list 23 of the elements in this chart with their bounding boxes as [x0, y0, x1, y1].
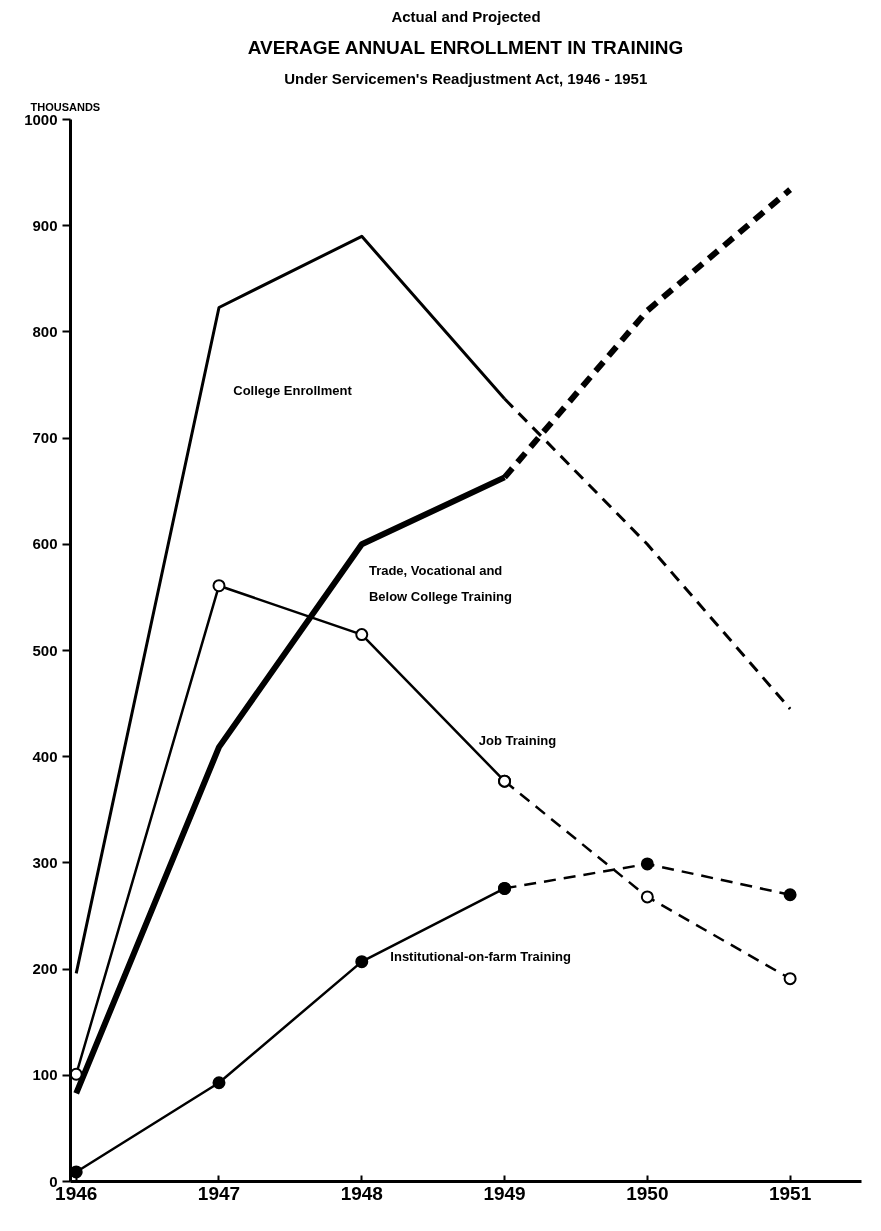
x-tick-label: 1951: [768, 1182, 812, 1204]
y-tick-label: 800: [32, 322, 58, 340]
chart-subtitle: Under Servicemen's Readjustment Act, 1946 - 1951: [284, 69, 648, 87]
y-tick-label: 100: [32, 1066, 58, 1084]
x-tick-label: 1947: [197, 1182, 241, 1204]
series-label: Job Training: [478, 733, 557, 749]
y-tick-label: 900: [32, 216, 58, 234]
y-tick-label: 700: [32, 429, 58, 447]
text: College Enrollment: [233, 382, 353, 398]
series-label: Trade, Vocational and Below College Training: [368, 563, 512, 605]
y-tick-label: 300: [32, 853, 58, 871]
y-tick-label: 1000: [24, 110, 58, 128]
y-tick-label: 500: [32, 641, 58, 659]
x-tick-label: 1950: [626, 1182, 669, 1204]
y-axis-title: THOUSANDS: [30, 100, 101, 113]
y-tick-label: 600: [32, 535, 58, 553]
series-label: Institutional-on-farm Training: [390, 948, 571, 964]
y-tick-label: 200: [32, 960, 58, 978]
x-tick-label: 1948: [340, 1182, 383, 1204]
text: Actual and Projected: [391, 7, 541, 25]
chart-title: AVERAGE ANNUAL ENROLLMENT IN TRAINING: [247, 36, 684, 58]
x-tick-label: 1949: [483, 1182, 526, 1204]
y-tick-label: 400: [32, 747, 58, 765]
